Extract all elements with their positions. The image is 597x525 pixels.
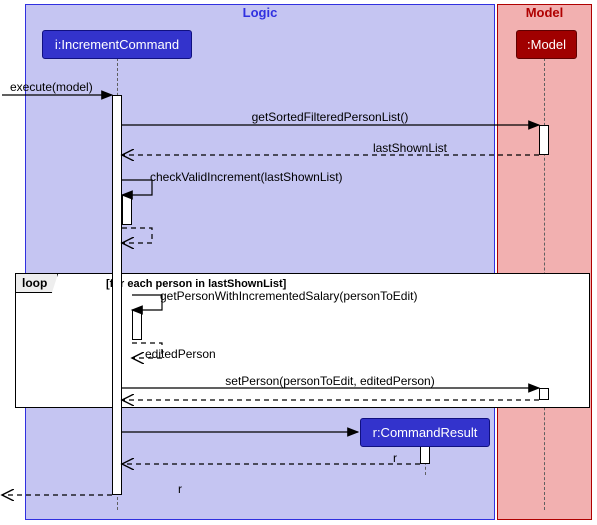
- message-label: execute(model): [10, 80, 93, 94]
- frame-model-label: Model: [522, 4, 568, 21]
- participant-model: :Model: [516, 30, 577, 59]
- participant-increment-command: i:IncrementCommand: [42, 30, 192, 59]
- participant-increment-command-label: i:IncrementCommand: [55, 37, 179, 52]
- message-label: getSortedFilteredPersonList(): [200, 110, 460, 124]
- frame-logic-label: Logic: [239, 4, 282, 21]
- activation-bar: [132, 310, 142, 340]
- participant-command-result: r:CommandResult: [360, 418, 490, 447]
- activation-bar: [539, 388, 549, 400]
- message-label: editedPerson: [145, 347, 216, 361]
- message-label: r: [50, 482, 310, 496]
- message-label: setPerson(personToEdit, editedPerson): [200, 374, 460, 388]
- participant-model-label: :Model: [527, 37, 566, 52]
- message-label: checkValidIncrement(lastShownList): [150, 170, 343, 184]
- message-label: getPersonWithIncrementedSalary(personToE…: [160, 289, 417, 303]
- activation-bar: [539, 125, 549, 155]
- loop-operator-label: loop: [15, 273, 58, 293]
- message-label: r: [265, 451, 525, 465]
- activation-bar: [112, 95, 122, 495]
- participant-command-result-label: r:CommandResult: [373, 425, 478, 440]
- activation-bar: [122, 195, 132, 225]
- message-label: lastShownList: [280, 141, 540, 155]
